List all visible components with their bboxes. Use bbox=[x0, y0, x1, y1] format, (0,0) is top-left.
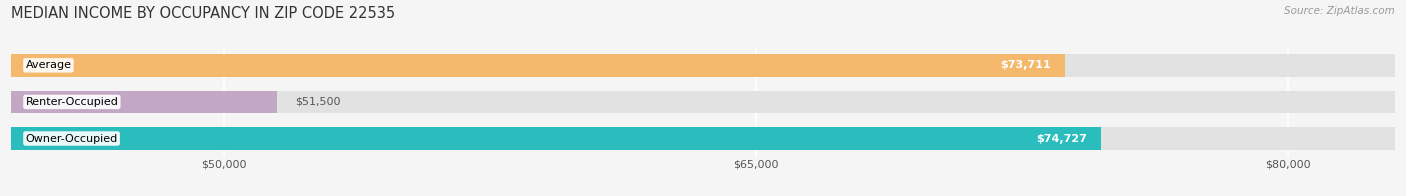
Text: Source: ZipAtlas.com: Source: ZipAtlas.com bbox=[1284, 6, 1395, 16]
Text: $73,711: $73,711 bbox=[1001, 60, 1052, 70]
Text: Average: Average bbox=[25, 60, 72, 70]
Text: Owner-Occupied: Owner-Occupied bbox=[25, 133, 118, 143]
Bar bbox=[11, 127, 1395, 150]
Text: MEDIAN INCOME BY OCCUPANCY IN ZIP CODE 22535: MEDIAN INCOME BY OCCUPANCY IN ZIP CODE 2… bbox=[11, 6, 395, 21]
Bar bbox=[11, 127, 1101, 150]
Text: $74,727: $74,727 bbox=[1036, 133, 1087, 143]
Bar bbox=[11, 91, 277, 113]
Bar bbox=[11, 91, 1395, 113]
Text: Renter-Occupied: Renter-Occupied bbox=[25, 97, 118, 107]
Bar bbox=[11, 54, 1395, 77]
Text: $51,500: $51,500 bbox=[295, 97, 340, 107]
Bar bbox=[11, 54, 1066, 77]
